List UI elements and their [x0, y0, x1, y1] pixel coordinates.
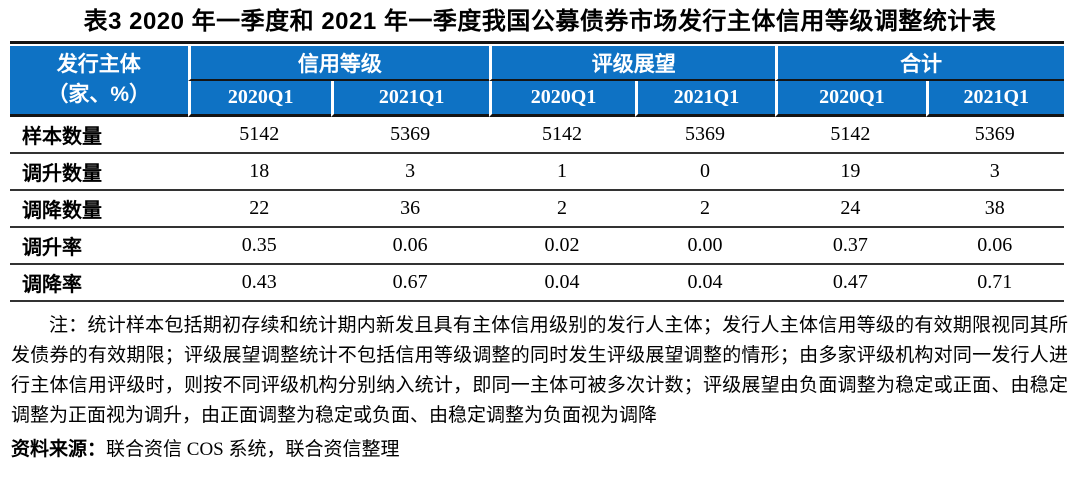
table-row-upgrade-rate: 调升率 0.35 0.06 0.02 0.00 0.37 0.06 [10, 228, 1064, 265]
row-label: 调降数量 [10, 191, 188, 228]
value-cell: 0.43 [187, 265, 331, 302]
group-header-row: 发行主体 （家、%） 信用等级 评级展望 合计 [10, 46, 1064, 117]
value-cell: 5142 [775, 117, 926, 154]
value-cell: 3 [925, 154, 1064, 191]
value-cell: 0.04 [634, 265, 776, 302]
period-header: 2020Q1 [775, 81, 926, 117]
corner-label-line1: 发行主体 [56, 53, 141, 76]
footnote-label: 注： [49, 315, 88, 336]
value-cell: 0.06 [925, 228, 1064, 265]
row-label: 调升率 [10, 228, 188, 265]
value-cell: 0.04 [489, 265, 635, 302]
value-cell: 36 [330, 191, 490, 228]
value-cell: 5369 [330, 117, 490, 154]
table-row-upgrade-count: 调升数量 18 3 1 0 19 3 [10, 154, 1064, 191]
corner-label-line2: （家、%） [47, 83, 151, 106]
value-cell: 0.35 [187, 228, 331, 265]
value-cell: 1 [489, 154, 635, 191]
value-cell: 5369 [925, 117, 1064, 154]
value-cell: 0.02 [489, 228, 635, 265]
value-cell: 19 [775, 154, 926, 191]
value-cell: 38 [925, 191, 1064, 228]
group-header-rating-outlook: 评级展望 [489, 46, 776, 81]
table-title: 表3 2020 年一季度和 2021 年一季度我国公募债券市场发行主体信用等级调… [83, 8, 997, 35]
value-cell: 22 [187, 191, 331, 228]
period-header: 2020Q1 [489, 81, 635, 117]
source-text: 联合资信 COS 系统，联合资信整理 [106, 439, 400, 460]
table-body: 样本数量 5142 5369 5142 5369 5142 5369 调升数量 … [10, 117, 1064, 302]
source-label: 资料来源： [11, 439, 107, 460]
footnote: 注：统计样本包括期初存续和统计期内新发且具有主体信用级别的发行人主体；发行人主体… [11, 311, 1068, 431]
value-cell: 2 [634, 191, 776, 228]
group-header-credit-rating: 信用等级 [187, 46, 490, 81]
value-cell: 0.37 [775, 228, 926, 265]
row-label: 调升数量 [10, 154, 188, 191]
period-header: 2021Q1 [330, 81, 490, 117]
value-cell: 5142 [187, 117, 331, 154]
table-row-downgrade-rate: 调降率 0.43 0.67 0.04 0.04 0.47 0.71 [10, 265, 1064, 302]
value-cell: 0.47 [775, 265, 926, 302]
corner-header-cell: 发行主体 （家、%） [10, 46, 188, 117]
table-header: 发行主体 （家、%） 信用等级 评级展望 合计 2020Q1 2021Q1 20… [10, 46, 1064, 117]
rating-adjustment-table: 发行主体 （家、%） 信用等级 评级展望 合计 2020Q1 2021Q1 20… [10, 46, 1064, 302]
period-header-row: 2020Q1 2021Q1 2020Q1 2021Q1 2020Q1 2021Q… [10, 81, 1064, 117]
row-label: 调降率 [10, 265, 188, 302]
footnote-text: 统计样本包括期初存续和统计期内新发且具有主体信用级别的发行人主体；发行人主体信用… [11, 315, 1068, 426]
value-cell: 3 [330, 154, 490, 191]
value-cell: 0 [634, 154, 776, 191]
source-line: 资料来源：联合资信 COS 系统，联合资信整理 [11, 436, 1068, 464]
value-cell: 18 [187, 154, 331, 191]
value-cell: 2 [489, 191, 635, 228]
value-cell: 0.00 [634, 228, 776, 265]
value-cell: 0.06 [330, 228, 490, 265]
period-header: 2021Q1 [925, 81, 1064, 117]
row-label: 样本数量 [10, 117, 188, 154]
table-row-sample-count: 样本数量 5142 5369 5142 5369 5142 5369 [10, 117, 1064, 154]
group-header-total: 合计 [775, 46, 1064, 81]
table-row-downgrade-count: 调降数量 22 36 2 2 24 38 [10, 191, 1064, 228]
period-header: 2021Q1 [634, 81, 776, 117]
value-cell: 0.71 [925, 265, 1064, 302]
period-header: 2020Q1 [187, 81, 331, 117]
value-cell: 0.67 [330, 265, 490, 302]
value-cell: 5369 [634, 117, 776, 154]
table-container: 发行主体 （家、%） 信用等级 评级展望 合计 2020Q1 2021Q1 20… [10, 41, 1064, 302]
value-cell: 24 [775, 191, 926, 228]
value-cell: 5142 [489, 117, 635, 154]
